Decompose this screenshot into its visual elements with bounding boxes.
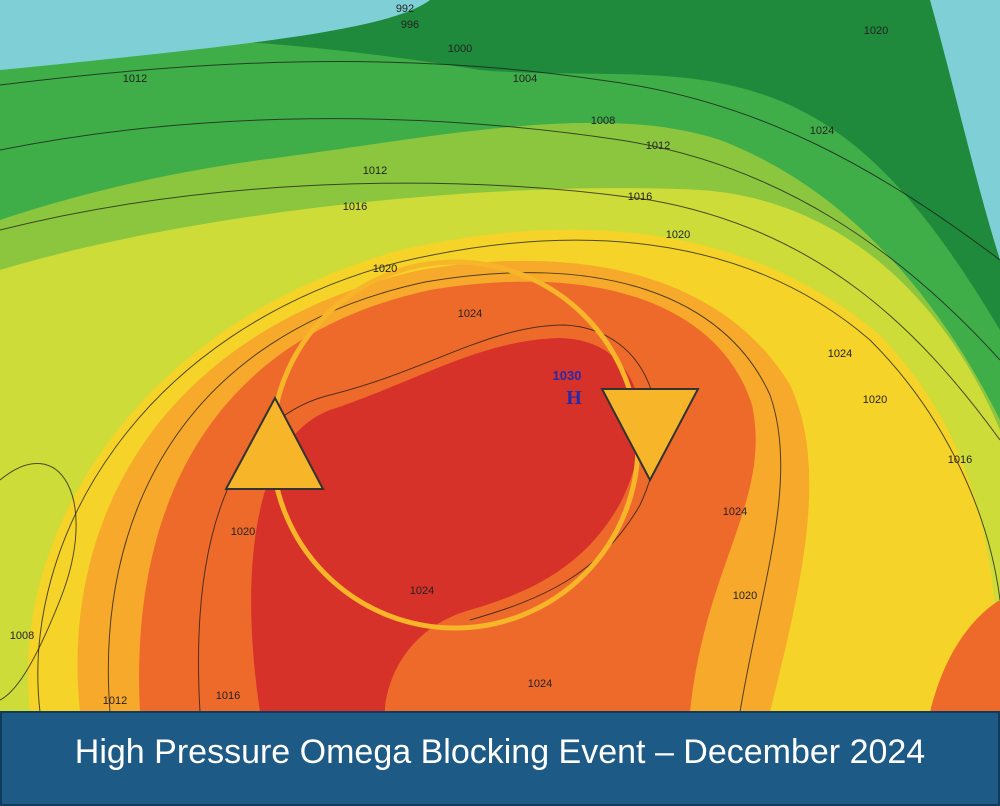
isobar-label: 1024 bbox=[723, 506, 747, 518]
isobar-label: 1016 bbox=[948, 454, 972, 466]
isobar-label: 1012 bbox=[646, 140, 670, 152]
isobar-label: 1016 bbox=[628, 191, 652, 203]
caption-bar bbox=[0, 711, 1000, 806]
field-dark-green bbox=[0, 0, 1000, 330]
isobar-label: 1024 bbox=[458, 308, 482, 320]
isobar-label: 1024 bbox=[410, 585, 434, 597]
isobar-label: 1008 bbox=[591, 115, 615, 127]
caption: High Pressure Omega Blocking Event – Dec… bbox=[75, 733, 925, 771]
isobar-label: 1024 bbox=[528, 678, 552, 690]
isobar-line bbox=[0, 462, 77, 701]
isobar-label: 1012 bbox=[123, 73, 147, 85]
field-red bbox=[251, 338, 641, 712]
isobar-line bbox=[0, 118, 1000, 361]
field-cyan bbox=[0, 0, 430, 70]
isobar-line bbox=[0, 182, 1000, 441]
field-green bbox=[0, 0, 1000, 420]
triangle-down bbox=[600, 388, 700, 483]
isobar-label: 1008 bbox=[10, 630, 34, 642]
isobar-line bbox=[37, 239, 1000, 713]
isobar-label: 996 bbox=[401, 19, 419, 31]
isobar-label: 1004 bbox=[513, 73, 537, 85]
isobar-label: 1012 bbox=[103, 695, 127, 707]
field-orange-east bbox=[930, 600, 1000, 712]
isobar-label: 1020 bbox=[666, 229, 690, 241]
high-symbol: H bbox=[566, 387, 582, 409]
isobar-label: 1024 bbox=[828, 348, 852, 360]
isobar-label: 1020 bbox=[231, 526, 255, 538]
isobar-line bbox=[107, 272, 782, 713]
isobar-label: 1016 bbox=[216, 690, 240, 702]
triangle-up bbox=[224, 395, 325, 490]
high-pressure-value: 1030 bbox=[553, 368, 582, 383]
isobar-line bbox=[0, 61, 1000, 261]
isobar-label: 1024 bbox=[810, 125, 834, 137]
isobar-labels: 992 996 1000 1004 1008 1012 1016 1020 1020 1012 10… bbox=[10, 3, 972, 707]
isobar-label: 992 bbox=[396, 3, 414, 15]
isobar-label: 1020 bbox=[863, 394, 887, 406]
isobar-label: 1000 bbox=[448, 43, 472, 55]
isobar-label: 1020 bbox=[864, 25, 888, 37]
isobar-label: 1012 bbox=[363, 165, 387, 177]
field-cyan-east bbox=[930, 0, 1000, 260]
isobar-label: 1020 bbox=[733, 590, 757, 602]
omega-overlay: 1030 H bbox=[224, 259, 700, 631]
isobar-label: 1020 bbox=[373, 263, 397, 275]
isobar-label: 1016 bbox=[343, 201, 367, 213]
